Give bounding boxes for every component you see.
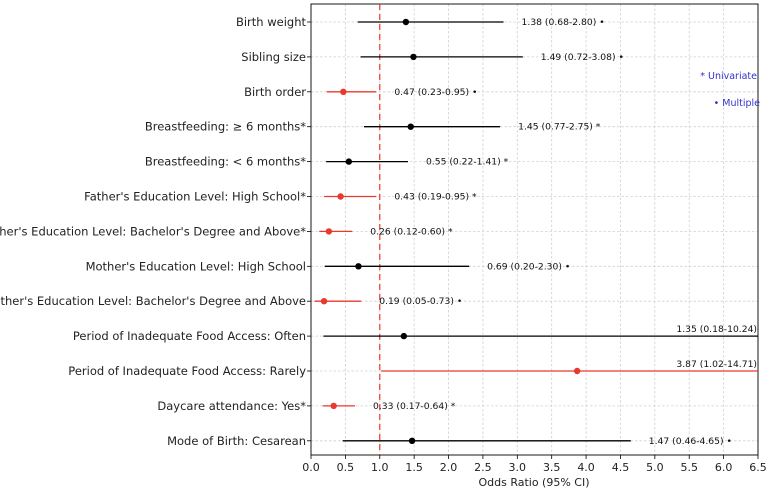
forest-row: 0.26 (0.12-0.60) * Father's Education Lev…: [0, 224, 453, 238]
x-tick-label: 3.0: [509, 461, 527, 474]
ci-annotation: 0.69 (0.20-2.30) •: [487, 261, 570, 272]
odds-ratio-point: [320, 298, 328, 305]
x-tick-label: 5.5: [680, 461, 698, 474]
forest-row: 1.49 (0.72-3.08) • Sibling size: [241, 50, 624, 64]
forest-row: 0.43 (0.19-0.95) * Father's Education Lev…: [84, 190, 477, 204]
odds-ratio-point: [337, 193, 344, 200]
y-tick-label: Breastfeeding: ≥ 6 months*: [145, 120, 306, 134]
x-tick-label: 0.5: [337, 461, 355, 474]
x-tick-label: 5.0: [646, 461, 664, 474]
y-tick-label: Father's Education Level: Bachelor's Deg…: [0, 224, 306, 238]
odds-ratio-point: [325, 228, 333, 235]
y-tick-label: Birth weight: [236, 15, 307, 29]
odds-ratio-point: [330, 402, 337, 410]
ci-annotation: 1.47 (0.46-4.65) •: [649, 436, 732, 447]
y-tick-label: Mother's Education Level: High School: [86, 259, 306, 273]
forest-row: 1.45 (0.77-2.75) * Breastfeeding: ≥ 6 mon…: [145, 120, 601, 134]
x-tick-label: 3.5: [543, 461, 561, 474]
forest-row: 1.35 (0.18-10.24) Period of Inadequate Fo…: [73, 324, 758, 343]
x-tick-label: 2.5: [474, 461, 492, 474]
y-tick-label: Daycare attendance: Yes*: [157, 399, 306, 413]
y-tick-label: Period of Inadequate Food Access: Rarely: [68, 364, 306, 378]
x-tick-label: 6.5: [749, 461, 767, 474]
ci-annotation: 1.38 (0.68-2.80) •: [522, 17, 605, 28]
x-ticks-layer: 0.0 0.5 1.0 1.5 2.0 2.5 3.0 3.5 4.0 4.5 5.0 5.5 6.0 6…: [302, 21, 767, 474]
y-tick-label: Birth order: [244, 85, 306, 99]
ci-annotation: 1.49 (0.72-3.08) •: [541, 52, 624, 63]
odds-ratio-point: [408, 437, 416, 444]
x-tick-label: 2.0: [440, 461, 458, 474]
odds-ratio-point: [355, 263, 362, 270]
y-tick-label: Father's Education Level: High School*: [84, 190, 306, 204]
ci-annotation: 1.45 (0.77-2.75) *: [518, 122, 601, 133]
x-tick-label: 4.5: [612, 461, 630, 474]
ci-annotation: 0.55 (0.22-1.41) *: [426, 157, 509, 168]
plot-frame-rect: [310, 3, 759, 456]
x-tick-label: 6.0: [715, 461, 733, 474]
odds-ratio-point: [410, 53, 417, 61]
ci-annotation: 0.33 (0.17-0.64) *: [373, 401, 456, 412]
plot-frame: [310, 3, 759, 456]
forest-row: 1.47 (0.46-4.65) • Mode of Birth: Cesarea…: [167, 434, 732, 448]
forest-row: 0.55 (0.22-1.41) * Breastfeeding: < 6 mon…: [145, 155, 509, 169]
y-tick-label: Period of Inadequate Food Access: Often: [73, 329, 306, 343]
odds-ratio-point: [345, 158, 353, 165]
forest-row: 1.38 (0.68-2.80) • Birth weight: [236, 15, 605, 29]
forest-row: 3.87 (1.02-14.71) Period of Inadequate Fo…: [68, 359, 758, 378]
y-tick-label: Mode of Birth: Cesarean: [167, 434, 306, 448]
forest-row: 0.33 (0.17-0.64) * Daycare attendance: Ye…: [157, 399, 455, 413]
ci-annotation: 0.43 (0.19-0.95) *: [394, 192, 477, 203]
odds-ratio-point: [402, 18, 410, 26]
ci-annotation: 0.47 (0.23-0.95) •: [394, 87, 477, 98]
x-tick-label: 1.0: [371, 461, 389, 474]
ci-annotation: 1.35 (0.18-10.24): [676, 324, 757, 335]
legend-entry-univariate: * Univariate: [700, 71, 757, 82]
x-tick-label: 4.0: [577, 461, 595, 474]
forest-row: 0.69 (0.20-2.30) • Mother's Education Lev…: [86, 259, 571, 273]
ci-annotation: 0.26 (0.12-0.60) *: [370, 226, 453, 237]
odds-ratio-point: [340, 88, 347, 96]
forest-row: 0.47 (0.23-0.95) • Birth order: [244, 85, 477, 99]
legend-entry-multiple: • Multiple: [714, 98, 761, 109]
y-tick-label: Breastfeeding: < 6 months*: [145, 155, 306, 169]
y-tick-label: Mother's Education Level: Bachelor's Deg…: [0, 294, 306, 308]
odds-ratio-point: [400, 332, 408, 340]
ci-annotation: 0.19 (0.05-0.73) •: [379, 296, 462, 307]
x-axis-title: Odds Ratio (95% CI): [478, 476, 589, 489]
odds-ratio-point: [573, 367, 581, 375]
rows-layer: 1.38 (0.68-2.80) • Birth weight 1.49 (0.72…: [0, 15, 758, 448]
legend: * Univariate • Multiple: [700, 71, 760, 109]
y-tick-label: Sibling size: [241, 50, 306, 64]
ci-annotation: 3.87 (1.02-14.71): [676, 359, 757, 370]
forest-row: 0.19 (0.05-0.73) • Mother's Education Lev…: [0, 294, 462, 308]
x-tick-label: 0.0: [302, 461, 320, 474]
odds-ratio-point: [407, 123, 414, 130]
x-tick-label: 1.5: [405, 461, 423, 474]
